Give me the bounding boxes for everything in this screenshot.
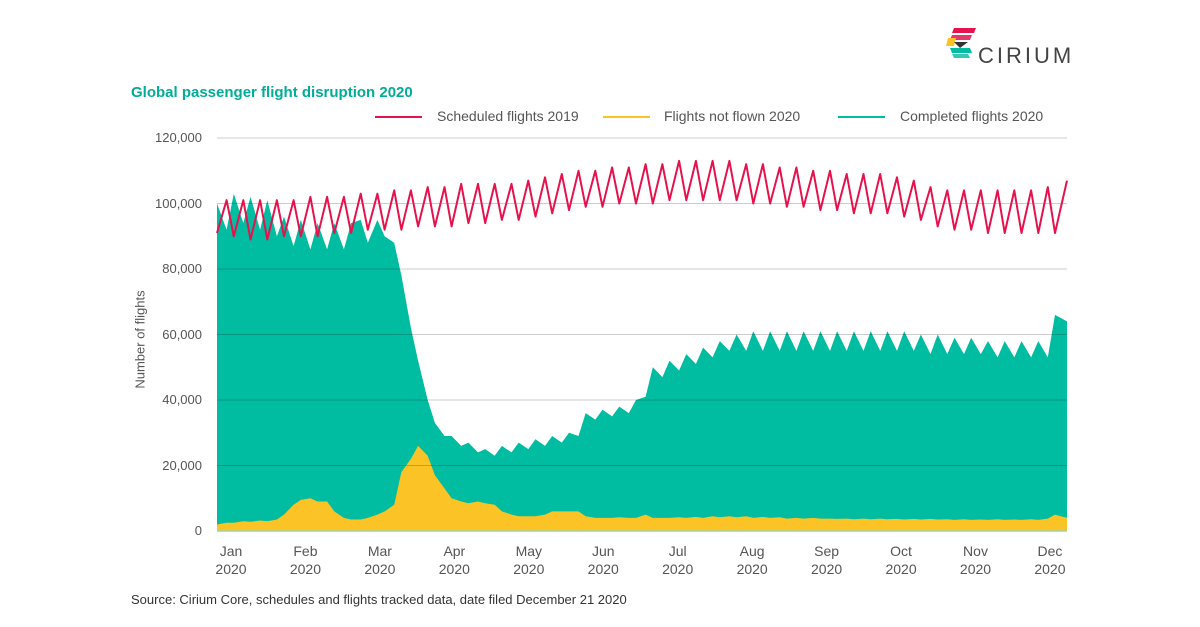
x-tick-label: Nov 2020 [959, 543, 992, 577]
legend-label-not-flown: Flights not flown 2020 [664, 108, 801, 124]
legend-swatch-completed [838, 116, 885, 118]
x-tick-label: Aug 2020 [736, 543, 768, 577]
x-tick-label: Dec 2020 [1034, 543, 1066, 577]
y-tick-label: 20,000 [162, 457, 202, 473]
y-tick-label: 60,000 [162, 326, 202, 342]
y-tick-label: 40,000 [162, 392, 202, 407]
legend-swatch-not-flown [603, 116, 650, 118]
x-tick-label: Sep 2020 [811, 543, 843, 577]
y-tick-label: 0 [194, 523, 202, 538]
source-note: Source: Cirium Core, schedules and fligh… [131, 592, 627, 607]
y-tick-label: 100,000 [155, 195, 202, 211]
x-tick-label: Jun 2020 [587, 543, 619, 577]
x-tick-label: Jul 2020 [662, 543, 694, 577]
x-tick-label: May 2020 [513, 543, 545, 577]
series-area-completed-flights-2020 [217, 193, 1067, 531]
cirium-logo-mark-icon [946, 28, 976, 58]
legend-label-scheduled: Scheduled flights 2019 [437, 108, 579, 124]
x-tick-label: Feb 2020 [289, 543, 322, 577]
cirium-logo [946, 26, 1076, 66]
y-tick-label: 120,000 [155, 130, 202, 145]
x-tick-label: Mar 2020 [364, 543, 396, 577]
chart-title: Global passenger flight disruption 2020 [131, 84, 413, 101]
legend-swatch-scheduled [375, 116, 422, 118]
series-area-flights-not-flown-2020 [217, 445, 1067, 531]
series-line-scheduled-flights-2019 [216, 159, 1068, 241]
legend-label-completed: Completed flights 2020 [900, 108, 1044, 124]
x-tick-label: Apr 2020 [438, 543, 470, 577]
y-tick-label: 80,000 [162, 261, 202, 276]
x-tick-label: Jan 2020 [215, 543, 247, 577]
x-tick-label: Oct 2020 [885, 543, 917, 577]
logo-wordmark: CIRIUM [978, 43, 1075, 68]
